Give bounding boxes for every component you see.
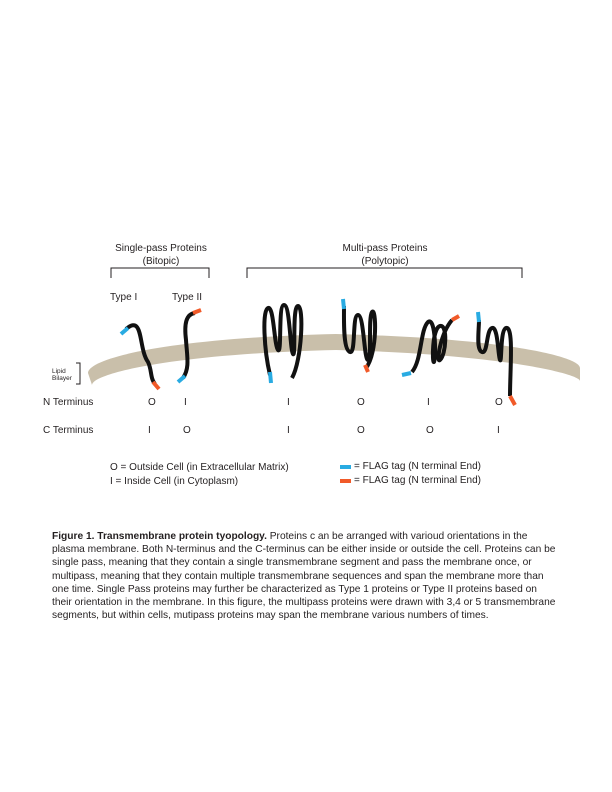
lipid-label-line-1: Lipid — [52, 368, 66, 375]
multi-pass-subtitle: (Polytopic) — [361, 256, 409, 267]
protein-type-1 — [119, 323, 161, 391]
protein-5-n-value: I — [427, 397, 430, 408]
lipid-bilayer-label: Lipid Bilayer — [52, 368, 72, 382]
multi-pass-bracket — [246, 267, 523, 278]
flag-red-swatch — [340, 479, 351, 483]
key-flag-red: = FLAG tag (N terminal End) — [354, 475, 481, 486]
protein-3-n-value: I — [287, 397, 290, 408]
flag-blue-swatch — [340, 465, 351, 469]
protein-1-c-value: I — [148, 425, 151, 436]
protein-multipass-1 — [262, 302, 304, 384]
type-1-label: Type I — [110, 292, 138, 303]
protein-3-c-value: I — [287, 425, 290, 436]
type-2-label: Type II — [172, 292, 203, 303]
protein-6-n-value: O — [495, 397, 503, 408]
single-pass-subtitle: (Bitopic) — [142, 256, 180, 267]
protein-multipass-4 — [476, 311, 517, 406]
figure-caption: Figure 1. Transmembrane protein tyopolog… — [52, 530, 557, 622]
single-pass-bracket — [110, 267, 210, 278]
protein-6-c-value: I — [497, 425, 500, 436]
protein-multipass-3 — [401, 314, 460, 377]
caption-title: Figure 1. Transmembrane protein tyopolog… — [52, 531, 267, 542]
key-inside: I = Inside Cell (in Cytoplasm) — [110, 476, 239, 487]
key-flag-blue: = FLAG tag (N terminal End) — [354, 461, 481, 472]
protein-multipass-2 — [341, 298, 378, 373]
protein-4-n-value: O — [357, 397, 365, 408]
protein-type-2 — [176, 308, 202, 384]
single-pass-title: Single-pass Proteins — [115, 243, 207, 254]
n-terminus-row-label: N Terminus — [43, 397, 94, 408]
protein-1-n-value: O — [148, 397, 156, 408]
protein-4-c-value: O — [357, 425, 365, 436]
key-outside: O = Outside Cell (in Extracellular Matri… — [110, 462, 289, 473]
protein-2-n-value: I — [184, 397, 187, 408]
c-terminus-row-label: C Terminus — [43, 425, 94, 436]
multi-pass-title: Multi-pass Proteins — [342, 243, 428, 254]
caption-body: Proteins c an be arranged with varioud o… — [52, 531, 556, 622]
protein-2-c-value: O — [183, 425, 191, 436]
lipid-label-line-2: Bilayer — [52, 375, 72, 382]
lipid-bilayer — [88, 334, 580, 385]
bilayer-bracket — [76, 362, 81, 385]
protein-5-c-value: O — [426, 425, 434, 436]
